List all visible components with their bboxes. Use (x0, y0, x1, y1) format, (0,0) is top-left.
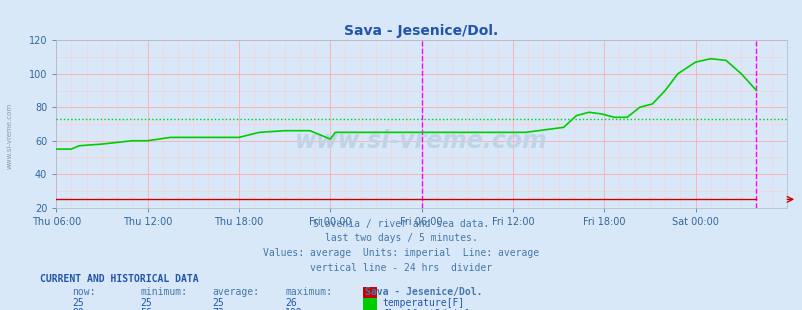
Text: www.si-vreme.com: www.si-vreme.com (295, 129, 547, 153)
Text: last two days / 5 minutes.: last two days / 5 minutes. (325, 233, 477, 243)
Text: 56: 56 (140, 308, 152, 310)
Text: average:: average: (213, 287, 260, 297)
Text: 25: 25 (213, 298, 225, 308)
Text: 26: 26 (285, 298, 297, 308)
Text: 109: 109 (285, 308, 302, 310)
Text: vertical line - 24 hrs  divider: vertical line - 24 hrs divider (310, 263, 492, 273)
Text: Sava - Jesenice/Dol.: Sava - Jesenice/Dol. (365, 287, 482, 297)
Text: 25: 25 (140, 298, 152, 308)
Text: now:: now: (72, 287, 95, 297)
Text: temperature[F]: temperature[F] (382, 298, 464, 308)
Text: flow[foot3/min]: flow[foot3/min] (382, 308, 470, 310)
Text: minimum:: minimum: (140, 287, 188, 297)
Text: maximum:: maximum: (285, 287, 332, 297)
Text: www.si-vreme.com: www.si-vreme.com (6, 103, 12, 170)
Text: 25: 25 (72, 298, 84, 308)
Title: Sava - Jesenice/Dol.: Sava - Jesenice/Dol. (344, 24, 498, 38)
Text: CURRENT AND HISTORICAL DATA: CURRENT AND HISTORICAL DATA (40, 274, 199, 284)
Text: 90: 90 (72, 308, 84, 310)
Text: Values: average  Units: imperial  Line: average: Values: average Units: imperial Line: av… (263, 248, 539, 258)
Text: 73: 73 (213, 308, 225, 310)
Text: Slovenia / river and sea data.: Slovenia / river and sea data. (313, 219, 489, 228)
